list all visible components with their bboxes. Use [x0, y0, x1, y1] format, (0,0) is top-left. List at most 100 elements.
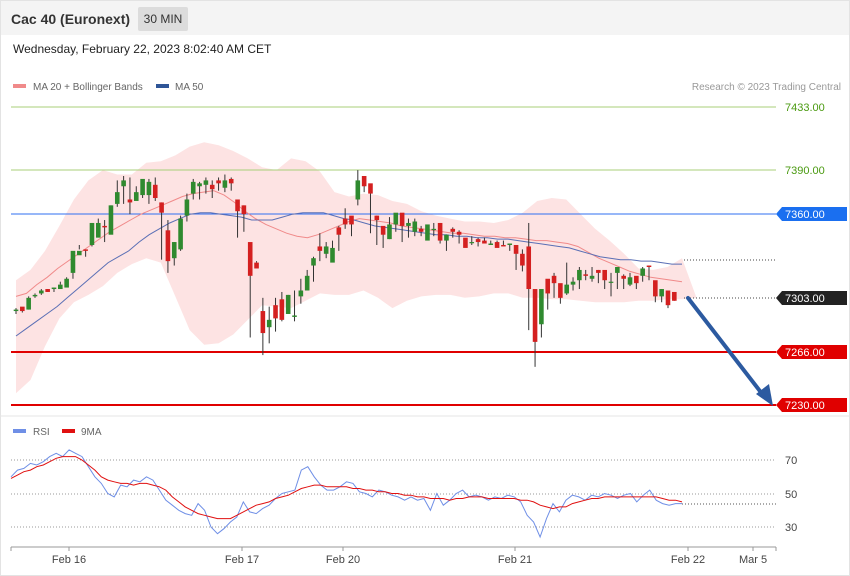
level-label-7266.00: 7266.00 — [785, 347, 825, 359]
rsi-legend-swatch — [13, 429, 26, 433]
candle — [311, 256, 316, 282]
candle — [222, 174, 228, 193]
chart-datetime: Wednesday, February 22, 2023 8:02:40 AM … — [13, 42, 272, 56]
candle — [437, 222, 443, 244]
candle — [292, 290, 297, 322]
candle — [165, 220, 171, 273]
candle — [298, 278, 304, 304]
candle — [640, 267, 645, 282]
candle — [58, 281, 63, 290]
candle — [621, 274, 626, 290]
candle — [368, 183, 373, 234]
candle — [39, 289, 44, 295]
candle — [387, 217, 392, 240]
candle — [197, 181, 202, 200]
x-axis: Feb 16 Feb 17 Feb 20 Feb 21 Feb 22 Mar 5 — [10, 546, 777, 566]
candle — [361, 175, 367, 193]
candle — [634, 275, 639, 290]
candle — [450, 227, 456, 238]
rsi-ma-line — [10, 456, 683, 520]
rsi-tick-30: 30 — [785, 522, 797, 534]
ma50-legend-swatch — [156, 84, 169, 88]
candle — [463, 237, 468, 248]
candle — [45, 289, 50, 292]
candle — [665, 290, 671, 309]
rsi-legend-label: RSI — [33, 427, 50, 438]
candle — [608, 272, 614, 297]
forecast-arrow-shaft — [686, 296, 765, 397]
candle — [520, 249, 525, 272]
candle — [266, 306, 272, 344]
x-tick-label: Feb 20 — [326, 554, 360, 566]
candle — [121, 175, 126, 204]
candle — [140, 178, 145, 199]
candle — [494, 240, 500, 248]
candle — [146, 178, 152, 204]
candle — [501, 240, 506, 247]
candle — [570, 277, 576, 291]
rsi-ma-legend-label: 9MA — [81, 427, 102, 438]
candle — [279, 291, 285, 322]
candle — [13, 308, 19, 314]
candle — [488, 240, 494, 245]
ma20-legend-swatch — [13, 84, 26, 88]
candle — [653, 280, 658, 303]
level-label-7230.00: 7230.00 — [785, 400, 825, 412]
candle — [108, 205, 114, 235]
candle — [532, 289, 538, 367]
rsi-panel: 70 50 30 — [10, 449, 797, 539]
candle — [336, 225, 342, 251]
candle — [551, 272, 557, 298]
candle — [184, 193, 190, 222]
candle — [507, 243, 513, 251]
x-tick-label: Feb 17 — [225, 554, 259, 566]
level-tag-7266.00 — [776, 345, 847, 359]
candle — [577, 267, 582, 290]
candle — [209, 180, 215, 199]
candle — [627, 272, 633, 287]
candle — [596, 269, 601, 284]
x-tick-label: Feb 16 — [52, 554, 86, 566]
candle — [127, 177, 133, 215]
forecast-arrow-head — [756, 384, 773, 406]
level-label-7390.00: 7390.00 — [785, 165, 825, 177]
candle — [83, 249, 88, 257]
candle — [418, 225, 424, 237]
candle — [304, 269, 310, 291]
candle — [513, 244, 519, 270]
ma20-legend-label: MA 20 + Bollinger Bands — [33, 82, 143, 93]
candle — [349, 215, 354, 237]
candle — [330, 240, 335, 263]
x-tick-label: Feb 22 — [671, 554, 705, 566]
level-tag-7230.00 — [776, 398, 847, 412]
candle — [526, 222, 532, 331]
candle — [203, 177, 209, 194]
candle — [672, 291, 677, 301]
candle — [178, 215, 183, 251]
rsi-line — [10, 449, 682, 539]
candle — [273, 297, 278, 332]
candle — [646, 265, 652, 281]
rsi-tick-70: 70 — [785, 455, 797, 467]
candle — [152, 177, 158, 201]
candle — [558, 283, 563, 304]
candle — [602, 269, 607, 290]
candle — [241, 205, 247, 232]
candle — [431, 222, 437, 237]
candle — [564, 262, 570, 295]
candle — [77, 244, 82, 256]
ma50-line — [15, 212, 682, 337]
candle — [583, 269, 588, 281]
candle — [102, 220, 107, 243]
rsi-tick-50: 50 — [785, 489, 797, 501]
candle — [254, 261, 259, 269]
interval-badge[interactable]: 30 MIN — [138, 7, 188, 31]
candle — [235, 199, 240, 238]
candle — [425, 224, 430, 241]
x-tick-label: Feb 21 — [498, 554, 532, 566]
candle — [444, 234, 449, 251]
candle — [190, 178, 196, 200]
candle — [406, 218, 411, 238]
candle — [342, 208, 348, 229]
candlesticks — [13, 170, 677, 367]
